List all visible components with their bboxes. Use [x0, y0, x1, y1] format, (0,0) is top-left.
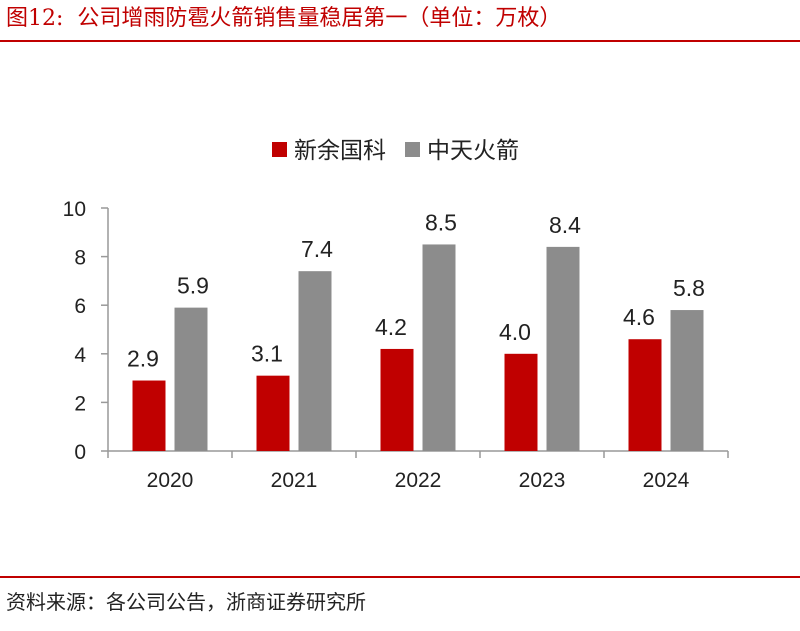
y-tick-label: 4 [74, 344, 86, 367]
bar [380, 348, 414, 451]
bar-data-label: 5.9 [177, 273, 209, 299]
x-tick-label: 2023 [519, 469, 566, 492]
x-tick-label: 2022 [395, 469, 442, 492]
bar [174, 307, 208, 451]
bar-data-label: 4.6 [623, 304, 655, 330]
bar [256, 375, 290, 451]
bar-data-label: 8.5 [425, 209, 457, 235]
chart-legend: 新余国科 中天火箭 [272, 137, 519, 163]
x-tick-label: 2024 [643, 469, 690, 492]
bar [670, 310, 704, 451]
bar-data-label: 8.4 [549, 212, 581, 238]
x-tick-label: 2020 [147, 469, 194, 492]
source-note: 资料来源：各公司公告，浙商证券研究所 [6, 590, 366, 614]
chart-data-labels: 2.9 3.1 4.2 4.0 4.6 5.9 7.4 8.5 8.4 5.8 [127, 209, 705, 371]
bar-data-label: 2.9 [127, 346, 159, 372]
legend-swatch [405, 142, 420, 157]
y-axis: 0 2 4 6 8 10 [63, 198, 109, 464]
bar [628, 339, 662, 451]
chart-bars [132, 244, 704, 451]
title-divider [0, 40, 800, 42]
y-tick-label: 6 [74, 295, 86, 318]
bar-data-label: 4.2 [375, 314, 407, 340]
source-divider [0, 576, 800, 578]
figure-title-text: 公司增雨防雹火箭销售量稳居第一（单位：万枚） [77, 6, 562, 31]
bar [546, 246, 580, 451]
legend-label: 中天火箭 [427, 137, 519, 163]
bar-data-label: 4.0 [499, 319, 531, 345]
bar-data-label: 7.4 [301, 236, 333, 262]
bar-data-label: 5.8 [673, 275, 705, 301]
y-tick-label: 2 [74, 392, 86, 415]
bar [504, 353, 538, 451]
y-tick-label: 8 [74, 247, 86, 270]
y-tick-label: 10 [63, 198, 86, 221]
y-tick-label: 0 [74, 441, 86, 464]
figure-title: 图12: 公司增雨防雹火箭销售量稳居第一（单位：万枚） [6, 4, 561, 34]
bar-data-label: 3.1 [251, 341, 283, 367]
legend-label: 新余国科 [294, 137, 386, 163]
bar [132, 380, 166, 451]
figure-label: 图12: [6, 6, 64, 31]
bar [422, 244, 456, 451]
x-axis: 2020 2021 2022 2023 2024 [107, 450, 729, 492]
bar [298, 271, 332, 451]
x-tick-label: 2021 [271, 469, 318, 492]
legend-swatch [272, 142, 287, 157]
